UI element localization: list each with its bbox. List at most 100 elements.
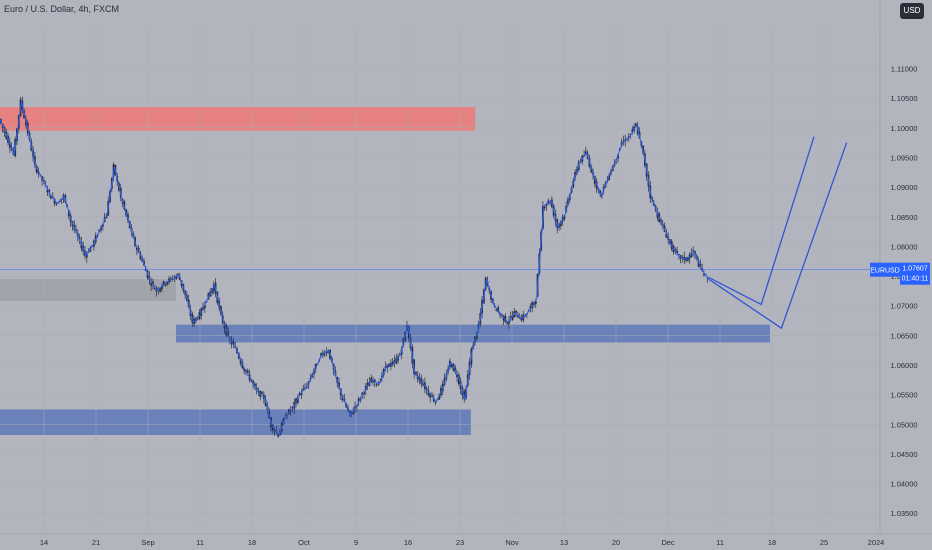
x-tick-label: Nov xyxy=(505,538,519,547)
y-tick-label: 1.06500 xyxy=(890,331,917,340)
candle-body xyxy=(277,433,280,437)
symbol-tag-bg xyxy=(870,262,900,277)
candle-body xyxy=(53,199,56,204)
candle-body xyxy=(51,196,54,198)
candle-body xyxy=(302,388,305,391)
x-tick-label: 18 xyxy=(248,538,256,547)
x-tick-label: 2024 xyxy=(868,538,885,547)
candle-body xyxy=(506,322,509,324)
zone-supply xyxy=(0,107,476,131)
y-tick-label: 1.09000 xyxy=(890,183,917,192)
candle-body xyxy=(431,395,433,397)
candle-body xyxy=(366,383,369,386)
candle-body xyxy=(355,405,358,407)
candle-body xyxy=(327,351,330,353)
candle-body xyxy=(372,380,374,383)
candle-body xyxy=(296,397,299,403)
candle-body xyxy=(101,224,104,227)
candle-body xyxy=(85,253,88,258)
candle-body xyxy=(635,123,637,127)
candle-body xyxy=(160,286,163,290)
x-tick-label: 14 xyxy=(40,538,48,547)
candle-body xyxy=(286,415,289,417)
currency-button[interactable]: USD xyxy=(900,3,924,19)
candle-body xyxy=(422,383,424,386)
candle-body xyxy=(291,406,294,409)
candle-body xyxy=(8,142,11,148)
candle-body xyxy=(656,212,659,218)
candle-body xyxy=(232,341,235,345)
candle-body xyxy=(432,398,435,402)
candle-body xyxy=(175,275,178,279)
x-tick-label: 13 xyxy=(560,538,568,547)
candle-body xyxy=(171,279,174,280)
zone-demand-lower xyxy=(0,409,471,435)
x-tick-label: Oct xyxy=(298,538,311,547)
candle-body xyxy=(703,273,705,275)
candle-body xyxy=(497,307,500,313)
candle-body xyxy=(314,363,317,369)
candle-body xyxy=(177,273,179,275)
candle-body xyxy=(152,281,154,285)
candle-body xyxy=(534,300,537,304)
candle-body xyxy=(196,318,199,320)
candle-body xyxy=(574,172,577,178)
candle-body xyxy=(370,377,373,383)
y-tick-label: 1.04500 xyxy=(890,450,917,459)
candle-body xyxy=(508,321,510,324)
candle-body xyxy=(686,257,689,262)
candle-body xyxy=(516,315,519,318)
x-tick-label: 16 xyxy=(404,538,412,547)
y-tick-label: 1.05000 xyxy=(890,420,917,429)
candle-body xyxy=(46,189,49,193)
candle-body xyxy=(393,360,396,363)
candle-body xyxy=(529,306,532,309)
x-tick-label: 11 xyxy=(716,538,724,547)
candle-body xyxy=(391,362,394,366)
x-tick-label: Dec xyxy=(661,538,675,547)
candle-body xyxy=(692,250,695,252)
candle-body xyxy=(617,154,619,159)
y-tick-label: 1.10500 xyxy=(890,94,917,103)
x-tick-label: 21 xyxy=(92,538,100,547)
candle-body xyxy=(135,247,138,250)
candle-body xyxy=(377,384,380,386)
candle-body xyxy=(261,392,263,394)
candle-body xyxy=(563,215,566,219)
candle-body xyxy=(157,290,160,292)
x-tick-label: 9 xyxy=(354,538,358,547)
candle-body xyxy=(203,304,206,309)
y-tick-label: 1.08500 xyxy=(890,213,917,222)
candle-body xyxy=(164,283,167,286)
candle-body xyxy=(549,201,551,203)
candle-body xyxy=(559,221,562,227)
candle-body xyxy=(674,249,677,251)
candle-body xyxy=(515,310,517,313)
candle-body xyxy=(295,398,297,404)
candle-body xyxy=(511,315,514,320)
candle-body xyxy=(254,383,256,387)
candle-body xyxy=(697,260,700,267)
x-tick-label: 20 xyxy=(612,538,620,547)
candle-body xyxy=(509,316,512,318)
candle-body xyxy=(584,151,587,155)
candles xyxy=(0,96,880,438)
chart-title: Euro / U.S. Dollar, 4h, FXCM xyxy=(4,4,120,14)
candle-body xyxy=(243,368,246,371)
projection-lines xyxy=(708,136,848,330)
candle-body xyxy=(227,331,229,337)
candle-body xyxy=(518,318,521,319)
candle-body xyxy=(361,392,364,395)
candle-body xyxy=(699,263,702,267)
candle-body xyxy=(438,395,441,400)
price-series-line xyxy=(0,101,709,437)
candle-body xyxy=(159,288,162,292)
candle-body xyxy=(677,254,680,256)
candle-body xyxy=(320,353,323,357)
candle-body xyxy=(631,129,634,132)
candle-body xyxy=(352,410,355,415)
candle-body xyxy=(162,281,165,285)
candle-body xyxy=(50,195,52,199)
